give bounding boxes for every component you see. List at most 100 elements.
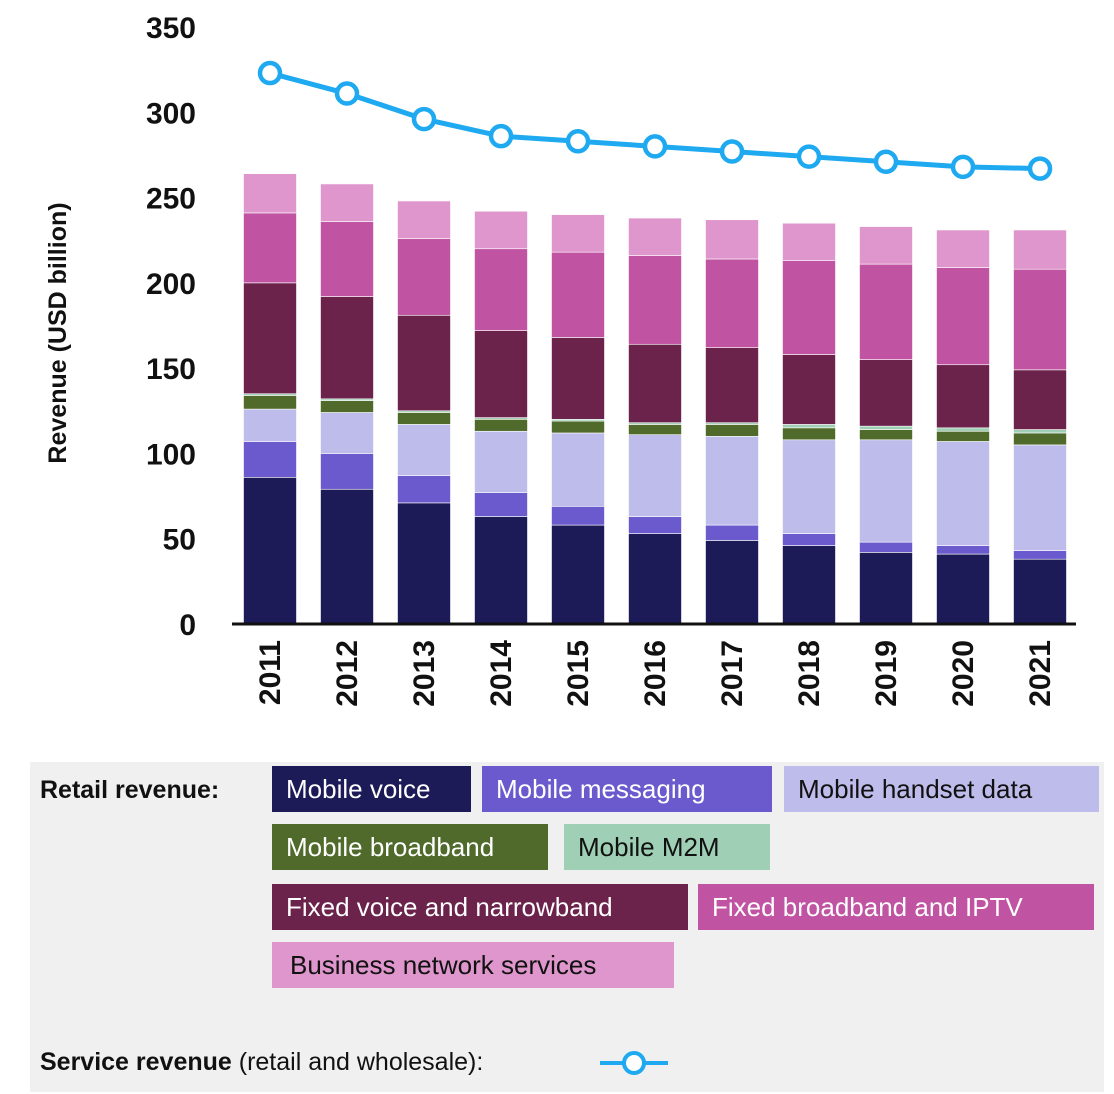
bar-segment-fixed-broadband-and-iptv-2021	[1013, 268, 1067, 371]
bar-segment-mobile-m2m-2019	[859, 425, 913, 430]
bar-segment-mobile-broadband-2017	[705, 424, 759, 437]
bar-segment-business-network-services-2018	[782, 222, 836, 261]
bar-segment-fixed-broadband-and-iptv-2014	[474, 248, 528, 331]
legend-chip-mobile-voice: Mobile voice	[272, 766, 471, 812]
bar-segment-mobile-voice-2013	[397, 502, 451, 625]
bar-segment-fixed-broadband-and-iptv-2018	[782, 260, 836, 355]
bar-segment-business-network-services-2011	[243, 173, 297, 214]
service-revenue-point-2018	[796, 144, 822, 169]
bar-segment-mobile-handset-data-2018	[782, 439, 836, 534]
y-tick-label-250: 250	[146, 183, 196, 216]
bar-segment-fixed-broadband-and-iptv-2015	[551, 251, 605, 338]
bar-segment-mobile-broadband-2020	[936, 430, 990, 442]
bar-segment-business-network-services-2017	[705, 219, 759, 260]
bar-segment-fixed-broadband-and-iptv-2020	[936, 267, 990, 366]
bar-segment-fixed-broadband-and-iptv-2016	[628, 255, 682, 345]
bar-segment-fixed-voice-and-narrowband-2021	[1013, 369, 1067, 430]
x-tick-label-2019: 2019	[870, 640, 903, 707]
bar-segment-mobile-voice-2020	[936, 553, 990, 625]
x-tick-label-2011: 2011	[254, 640, 287, 705]
bar-segment-mobile-voice-2011	[243, 477, 297, 625]
bar-segment-mobile-voice-2012	[320, 488, 374, 625]
bar-segment-mobile-messaging-2017	[705, 524, 759, 541]
bar-segment-fixed-voice-and-narrowband-2019	[859, 359, 913, 427]
x-tick-label-2013: 2013	[408, 640, 441, 707]
service-revenue-point-2011	[257, 60, 283, 86]
bar-segment-mobile-handset-data-2011	[243, 408, 297, 442]
bar-segment-mobile-broadband-2018	[782, 427, 836, 441]
bar-segment-business-network-services-2021	[1013, 229, 1067, 270]
bar-segment-mobile-voice-2017	[705, 540, 759, 625]
bar-segment-fixed-broadband-and-iptv-2017	[705, 258, 759, 348]
bar-segment-business-network-services-2020	[936, 229, 990, 268]
y-axis-title: Revenue (USD billion)	[44, 202, 72, 463]
bar-segment-mobile-voice-2014	[474, 516, 528, 625]
bars-group	[243, 173, 1067, 625]
x-axis-ticks: 2011 2012 2013 2014 2015 2016 2017 2018 2019 2020…	[254, 640, 1057, 707]
service-revenue-point-2013	[411, 106, 437, 132]
legend-chip-business-network-services: Business network services	[272, 942, 674, 988]
y-tick-label-0: 0	[179, 609, 196, 642]
y-tick-label-300: 300	[146, 97, 196, 130]
service-revenue-line-marker-icon	[600, 1051, 668, 1075]
service-revenue-point-2014	[488, 123, 514, 149]
bar-segment-mobile-handset-data-2014	[474, 430, 528, 493]
bar-segment-business-network-services-2019	[859, 226, 913, 265]
bar-segment-mobile-handset-data-2017	[705, 436, 759, 526]
bar-segment-fixed-voice-and-narrowband-2015	[551, 337, 605, 420]
bar-segment-fixed-voice-and-narrowband-2011	[243, 282, 297, 395]
bar-segment-fixed-broadband-and-iptv-2019	[859, 263, 913, 360]
bar-segment-mobile-handset-data-2021	[1013, 444, 1067, 551]
bar-segment-business-network-services-2016	[628, 217, 682, 256]
service-revenue-legend-label: Service revenue (retail and wholesale):	[40, 1048, 483, 1077]
y-tick-label-200: 200	[146, 268, 196, 301]
bar-segment-mobile-broadband-2015	[551, 420, 605, 434]
bar-segment-fixed-voice-and-narrowband-2017	[705, 347, 759, 424]
bar-segment-business-network-services-2012	[320, 183, 374, 222]
bar-segment-fixed-broadband-and-iptv-2012	[320, 221, 374, 297]
service-revenue-point-2016	[642, 134, 668, 159]
bar-segment-fixed-voice-and-narrowband-2013	[397, 314, 451, 412]
legend-chip-mobile-handset-data: Mobile handset data	[784, 766, 1099, 812]
bar-segment-mobile-voice-2021	[1013, 558, 1067, 625]
service-revenue-point-2012	[334, 81, 360, 106]
legend-chip-fixed-voice-and-narrowband: Fixed voice and narrowband	[272, 884, 688, 930]
bar-segment-mobile-messaging-2016	[628, 516, 682, 534]
bar-segment-mobile-messaging-2018	[782, 533, 836, 546]
bar-segment-mobile-handset-data-2015	[551, 432, 605, 507]
y-tick-label-350: 350	[146, 12, 196, 45]
bar-segment-mobile-messaging-2011	[243, 441, 297, 478]
bar-segment-business-network-services-2015	[551, 214, 605, 253]
legend-chip-fixed-broadband-and-iptv: Fixed broadband and IPTV	[698, 884, 1094, 930]
bar-segment-mobile-broadband-2011	[243, 395, 297, 410]
bar-segment-fixed-voice-and-narrowband-2012	[320, 296, 374, 400]
service-revenue-point-2015	[565, 129, 591, 154]
bar-segment-fixed-broadband-and-iptv-2013	[397, 238, 451, 316]
bar-segment-mobile-m2m-2018	[782, 424, 836, 429]
bar-segment-mobile-handset-data-2020	[936, 441, 990, 546]
bar-segment-mobile-handset-data-2012	[320, 412, 374, 454]
legend-chip-mobile-broadband: Mobile broadband	[272, 824, 548, 870]
service-revenue-point-2020	[950, 154, 976, 180]
service-revenue-point-2021	[1027, 156, 1053, 181]
service-revenue-point-2019	[873, 149, 899, 175]
x-tick-label-2017: 2017	[716, 640, 749, 707]
service-revenue-note: (retail and wholesale):	[231, 1048, 484, 1076]
bar-segment-mobile-broadband-2021	[1013, 432, 1067, 446]
bar-segment-mobile-messaging-2014	[474, 492, 528, 517]
legend-chip-mobile-messaging: Mobile messaging	[482, 766, 772, 812]
bar-segment-business-network-services-2014	[474, 210, 528, 250]
bar-segment-mobile-handset-data-2013	[397, 424, 451, 476]
bar-segment-mobile-messaging-2013	[397, 475, 451, 504]
bar-segment-business-network-services-2013	[397, 200, 451, 239]
bar-segment-fixed-broadband-and-iptv-2011	[243, 212, 297, 284]
bar-segment-mobile-handset-data-2016	[628, 434, 682, 517]
bar-segment-fixed-voice-and-narrowband-2018	[782, 354, 836, 425]
y-axis-ticks: 0 50 100 150 200 250 300 350	[146, 12, 196, 642]
bar-segment-mobile-messaging-2021	[1013, 550, 1067, 560]
bar-segment-mobile-m2m-2021	[1013, 429, 1067, 434]
x-tick-label-2012: 2012	[331, 640, 364, 707]
service-revenue-point-2017	[719, 139, 745, 164]
service-revenue-line	[257, 60, 1053, 181]
